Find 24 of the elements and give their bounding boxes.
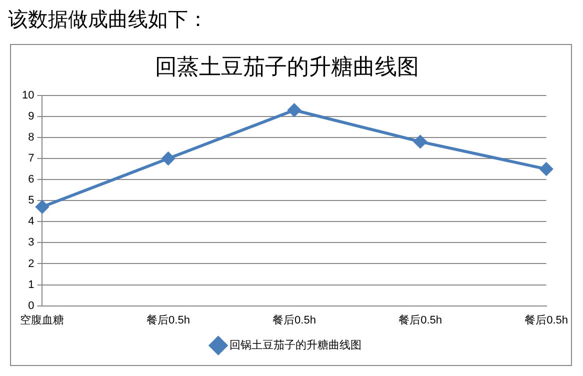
x-tick-label: 餐后0.5h [272, 313, 316, 326]
text: 该数据做成曲线如下： [8, 6, 208, 33]
x-tick-label: 餐后0.5h [524, 313, 568, 326]
y-tick-label: 3 [28, 236, 34, 249]
y-tick-label: 8 [28, 132, 34, 144]
y-tick-label: 5 [28, 194, 34, 207]
x-tick-label: 餐后0.5h [398, 313, 442, 326]
y-tick-label: 0 [28, 300, 34, 312]
point [540, 162, 553, 176]
chart-title: 回蒸土豆茄子的升糖曲线图 [155, 54, 419, 80]
y-tick-label: 10 [22, 89, 34, 102]
y-tick-label: 2 [28, 258, 34, 270]
y-tick-label: 4 [28, 216, 34, 228]
x-tick-label: 餐后0.5h [146, 313, 190, 326]
y-tick-label: 9 [28, 110, 34, 122]
y-tick-label: 6 [28, 174, 34, 186]
legend-label: 回锅土豆茄子的升糖曲线图 [229, 338, 362, 352]
point [162, 152, 175, 166]
x-tick-label: 空腹血糖 [20, 313, 64, 326]
point [288, 104, 301, 117]
point [414, 135, 427, 148]
y-tick-label: 7 [28, 152, 34, 165]
point [36, 200, 49, 214]
y-tick-label: 1 [28, 278, 34, 291]
